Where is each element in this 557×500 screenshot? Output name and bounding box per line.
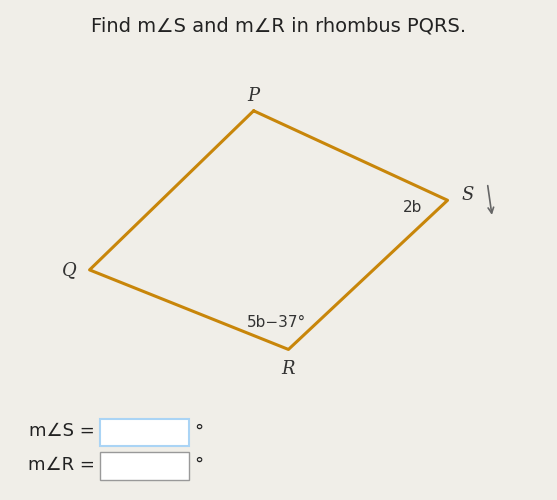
Text: °: ° bbox=[194, 456, 203, 474]
Text: 5b−37°: 5b−37° bbox=[246, 314, 306, 330]
Text: P: P bbox=[247, 87, 260, 105]
Text: Q: Q bbox=[62, 261, 77, 279]
FancyBboxPatch shape bbox=[100, 419, 189, 446]
Text: S: S bbox=[461, 186, 473, 204]
Text: m∠R =: m∠R = bbox=[28, 456, 95, 474]
FancyBboxPatch shape bbox=[100, 452, 189, 479]
Text: °: ° bbox=[194, 422, 203, 440]
Text: Find m∠S and m∠R in rhombus PQRS.: Find m∠S and m∠R in rhombus PQRS. bbox=[91, 16, 466, 36]
Text: m∠S =: m∠S = bbox=[29, 422, 95, 440]
Text: 2b: 2b bbox=[403, 200, 422, 215]
Text: R: R bbox=[282, 360, 295, 378]
